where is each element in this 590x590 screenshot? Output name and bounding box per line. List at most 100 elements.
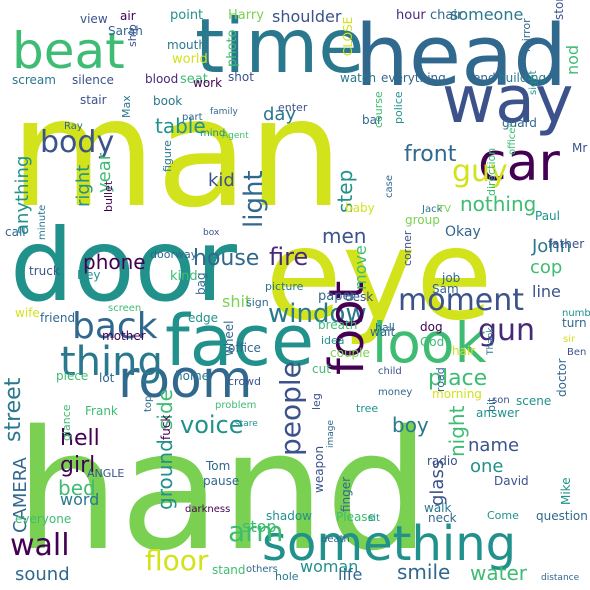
cloud-word-name: name [468,435,519,456]
cloud-word-david: David [494,474,529,488]
cloud-word-shoulder: shoulder [272,7,342,26]
cloud-word-screen: screen [108,303,141,314]
cloud-word-smile: smile [397,560,450,584]
cloud-word-call: call [5,225,26,239]
cloud-word-line: line [532,282,561,301]
cloud-word-answer: answer [476,406,519,420]
cloud-word-mr: Mr [572,141,587,155]
cloud-word-direction: direction [485,148,498,196]
cloud-word-bag: bag [194,272,208,295]
cloud-word-sam: Sam [432,282,459,296]
cloud-word-darkness: darkness [185,504,230,515]
cloud-word-mirror: mirror [520,18,533,52]
cloud-word-word: word [60,490,99,509]
cloud-word-figure: figure [161,140,174,172]
cloud-word-front: front [404,142,457,167]
cloud-word-moment: moment [398,283,524,318]
cloud-word-thing: thing [60,339,163,385]
cloud-word-hand: hand [15,395,430,587]
cloud-word-ship: ship [126,24,139,47]
cloud-word-harry: Harry [228,8,264,23]
cloud-word-paper: paper [318,289,356,304]
cloud-word-pause: pause [203,474,239,488]
cloud-word-move: move [351,245,370,290]
cloud-word-desk: desk [345,290,373,304]
cloud-word-john: John [531,236,571,257]
cloud-word-wife: wife [15,306,40,320]
cloud-word-lot: lot [99,371,115,385]
cloud-word-night: night [445,405,469,457]
cloud-word-place: place [428,366,487,391]
cloud-word-house: house [193,246,259,271]
cloud-word-ray: Ray [64,121,83,132]
cloud-word-window: window [268,299,367,329]
cloud-word-sarah: Sarah [108,24,143,38]
cloud-word-mouth: mouth [167,38,206,52]
cloud-word-fire: fire [269,243,308,271]
cloud-word-anything: anything [12,156,33,235]
cloud-word-fuck: fuck [159,415,173,440]
cloud-word-seat: seat [180,72,208,87]
cloud-word-close: CLOSE [341,17,355,56]
cloud-word-minute: minute [37,205,48,240]
cloud-word-crowd: crowd [228,375,261,388]
cloud-word-okay: Okay [445,224,481,240]
cloud-word-number: number [562,308,590,319]
cloud-word-story: story [552,0,566,20]
cloud-word-idea: idea [321,334,345,347]
cloud-word-ground: ground [153,439,177,510]
cloud-word-family: family [210,107,238,117]
cloud-word-hole: hole [275,570,299,583]
cloud-word-sight: sight [528,70,539,95]
cloud-word-piece: piece [56,369,88,383]
cloud-word-weapon: weapon [312,446,326,493]
cloud-word-camera: CAMERA [10,456,31,533]
cloud-word-woman: woman [300,557,358,576]
cloud-word-mind: mind [200,128,225,139]
cloud-word-step: step [333,170,357,213]
cloud-word-body: body [40,125,114,160]
cloud-word-bit: bit [485,397,498,412]
cloud-word-room: room [118,350,253,410]
cloud-word-someone: someone [450,5,523,24]
cloud-word-eye: eye [265,203,493,348]
cloud-word-thank: Thank [486,327,496,356]
cloud-word-walk: walk [424,501,452,515]
cloud-word-wait: wait [370,325,396,339]
cloud-word-angle: ANGLE [87,467,124,480]
cloud-word-sit: sit [368,513,380,524]
cloud-word-radio: radio [427,454,458,468]
cloud-word-look: look [372,311,487,375]
cloud-word-hell: hell [60,426,100,451]
cloud-word-home: home [175,369,209,383]
cloud-word-world: world [172,52,208,67]
cloud-word-come: Come [487,509,519,522]
cloud-word-course: course [372,91,385,128]
cloud-word-table: table [155,114,206,138]
cloud-word-bullet: bullet [102,180,115,212]
cloud-word-wall: wall [10,528,70,563]
cloud-word-guy: guy [452,154,508,189]
cloud-word-truck: truck [29,264,60,278]
cloud-word-watch: watch [340,71,376,85]
cloud-word-air: air [120,9,136,23]
cloud-word-light: light [239,170,269,228]
cloud-word-problem: problem [215,400,256,411]
cloud-word-silence: silence [72,73,114,87]
cloud-word-part: part [182,112,203,123]
cloud-word-god: God [420,335,444,349]
cloud-word-finger: finger [339,477,353,512]
cloud-word-water: water [470,561,528,585]
cloud-word-wheel: wheel [222,320,236,356]
cloud-word-foot: foot [319,281,375,375]
cloud-word-turn: turn [562,316,587,330]
cloud-word-father: father [548,237,584,251]
cloud-word-gun: gun [478,313,535,348]
cloud-word-everything: everything [381,71,446,85]
cloud-word-mike: Mike [559,477,573,505]
cloud-word-book: book [153,94,182,108]
cloud-word-floor: floor [145,544,209,577]
cloud-word-enter: enter [278,101,308,114]
cloud-word-office: office [228,341,261,355]
